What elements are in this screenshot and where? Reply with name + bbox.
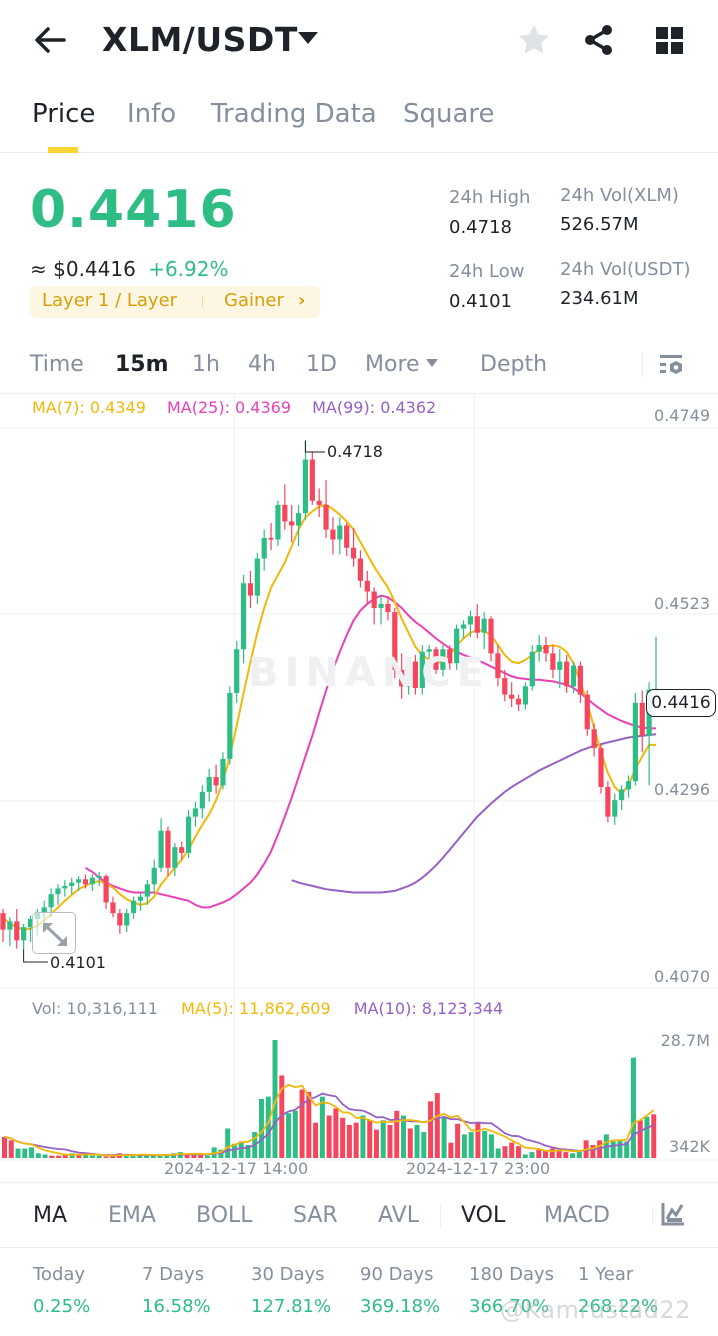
- price-axis-label: 0.4296: [654, 780, 710, 799]
- grid-menu-button[interactable]: [652, 22, 688, 58]
- expand-arrows-icon: [43, 923, 67, 946]
- interval-more-label: More: [365, 352, 420, 377]
- ma25-value: MA(25): 0.4369: [166, 398, 292, 417]
- perf-label: 180 Days: [469, 1264, 554, 1285]
- tab-trading-data[interactable]: Trading Data: [211, 99, 377, 129]
- line-chart-icon: [661, 1203, 684, 1226]
- vol-base-24h-value: 526.57M: [560, 214, 639, 235]
- divider: [652, 1207, 653, 1225]
- tag-gainer[interactable]: Gainer: [224, 290, 284, 311]
- back-arrow-icon: [35, 27, 66, 53]
- last-price: 0.4416: [30, 180, 237, 240]
- interval-bar: Time 15m 1h 4h 1D More Depth: [0, 340, 718, 394]
- low-24h-label: 24h Low: [449, 261, 525, 282]
- indicator-sar[interactable]: SAR: [293, 1203, 338, 1228]
- indicator-boll[interactable]: BOLL: [196, 1203, 253, 1228]
- category-tags[interactable]: Layer 1 / Layer Gainer ›: [30, 286, 320, 318]
- perf-value: 16.58%: [142, 1296, 211, 1317]
- interval-time[interactable]: Time: [30, 352, 84, 377]
- perf-label: 7 Days: [142, 1264, 205, 1285]
- price-axis-label: 0.4523: [654, 594, 710, 613]
- usd-price: ≈ $0.4416: [30, 257, 136, 281]
- low-24h-value: 0.4101: [449, 291, 512, 312]
- perf-value: 127.81%: [251, 1296, 332, 1317]
- volume-legend: Vol: 10,316,111 MA(5): 11,862,609 MA(10)…: [32, 999, 521, 1018]
- perf-value: 268.22%: [578, 1296, 659, 1317]
- chart-settings-button[interactable]: [656, 350, 688, 382]
- caret-down-icon: [425, 359, 438, 367]
- vol-quote-24h-value: 234.61M: [560, 288, 639, 309]
- indicator-macd[interactable]: MACD: [544, 1203, 610, 1228]
- high-24h-label: 24h High: [449, 187, 531, 208]
- vol-quote-24h-label: 24h Vol(USDT): [560, 259, 691, 280]
- indicator-settings-button[interactable]: [660, 1201, 686, 1227]
- interval-depth[interactable]: Depth: [480, 352, 548, 377]
- tab-price[interactable]: Price: [32, 99, 96, 129]
- low-annotation: 0.4101: [50, 953, 106, 972]
- divider: [642, 352, 643, 378]
- indicator-bar: MA EMA BOLL SAR AVL VOL MACD: [0, 1182, 718, 1248]
- favorite-button[interactable]: [516, 22, 552, 58]
- perf-value: 366.70%: [469, 1296, 550, 1317]
- divider: [440, 1203, 441, 1229]
- perf-value: 0.25%: [33, 1296, 91, 1317]
- pair-dropdown-caret-icon[interactable]: [298, 32, 318, 44]
- volume-value: Vol: 10,316,111: [32, 999, 159, 1018]
- indicator-vol[interactable]: VOL: [461, 1203, 506, 1228]
- share-button[interactable]: [581, 22, 617, 58]
- vol-base-24h-label: 24h Vol(XLM): [560, 185, 679, 206]
- price-change-percent: +6.92%: [148, 257, 229, 281]
- vol-ma5-value: MA(5): 11,862,609: [181, 999, 331, 1018]
- grid-menu-icon: [656, 27, 683, 54]
- interval-1d[interactable]: 1D: [306, 352, 337, 377]
- price-axis-label: 0.4070: [654, 967, 710, 986]
- favorite-star-icon: [519, 25, 549, 54]
- ma7-value: MA(7): 0.4349: [32, 398, 146, 417]
- high-annotation: 0.4718: [327, 442, 383, 461]
- interval-more[interactable]: More: [365, 352, 438, 377]
- chart-settings-icon: [660, 355, 682, 374]
- indicator-avl[interactable]: AVL: [378, 1203, 419, 1228]
- share-icon: [585, 25, 612, 55]
- usd-price-line: ≈ $0.4416 +6.92%: [30, 257, 228, 281]
- time-axis-label: 2024-12-17 14:00: [164, 1159, 309, 1178]
- top-bar: XLM/USDT: [0, 0, 718, 82]
- user-watermark: @Kamrustad22: [500, 1296, 691, 1324]
- indicator-ma[interactable]: MA: [33, 1203, 68, 1228]
- fullscreen-button[interactable]: [32, 912, 76, 954]
- ma-legend: MA(7): 0.4349 MA(25): 0.4369 MA(99): 0.4…: [32, 398, 452, 417]
- time-axis-label: 2024-12-17 23:00: [406, 1159, 551, 1178]
- high-24h-value: 0.4718: [449, 217, 512, 238]
- perf-label: 1 Year: [578, 1264, 634, 1285]
- volume-axis-min: 342K: [668, 1137, 710, 1156]
- volume-axis-max: 28.7M: [660, 1031, 710, 1050]
- tab-square[interactable]: Square: [403, 99, 495, 129]
- current-price-tag: 0.4416: [646, 689, 716, 717]
- indicator-ema[interactable]: EMA: [108, 1203, 156, 1228]
- vol-ma10-value: MA(10): 8,123,344: [353, 999, 504, 1018]
- back-button[interactable]: [30, 22, 70, 58]
- tab-info[interactable]: Info: [127, 99, 177, 129]
- chevron-right-icon: ›: [298, 290, 306, 311]
- main-tabs: Price Info Trading Data Square: [0, 95, 718, 153]
- price-axis-label: 0.4749: [654, 406, 710, 425]
- tag-divider: [202, 297, 203, 307]
- tag-layer1[interactable]: Layer 1 / Layer: [42, 290, 178, 311]
- perf-label: 30 Days: [251, 1264, 325, 1285]
- price-chart[interactable]: [0, 394, 718, 1182]
- interval-1h[interactable]: 1h: [192, 352, 220, 377]
- interval-4h[interactable]: 4h: [248, 352, 276, 377]
- binance-watermark: BINANCE: [248, 650, 490, 696]
- ma99-value: MA(99): 0.4362: [312, 398, 437, 417]
- interval-15m[interactable]: 15m: [115, 352, 169, 377]
- perf-value: 369.18%: [360, 1296, 441, 1317]
- perf-label: Today: [33, 1264, 86, 1285]
- perf-label: 90 Days: [360, 1264, 434, 1285]
- active-tab-indicator: [48, 147, 78, 153]
- pair-title[interactable]: XLM/USDT: [102, 20, 298, 59]
